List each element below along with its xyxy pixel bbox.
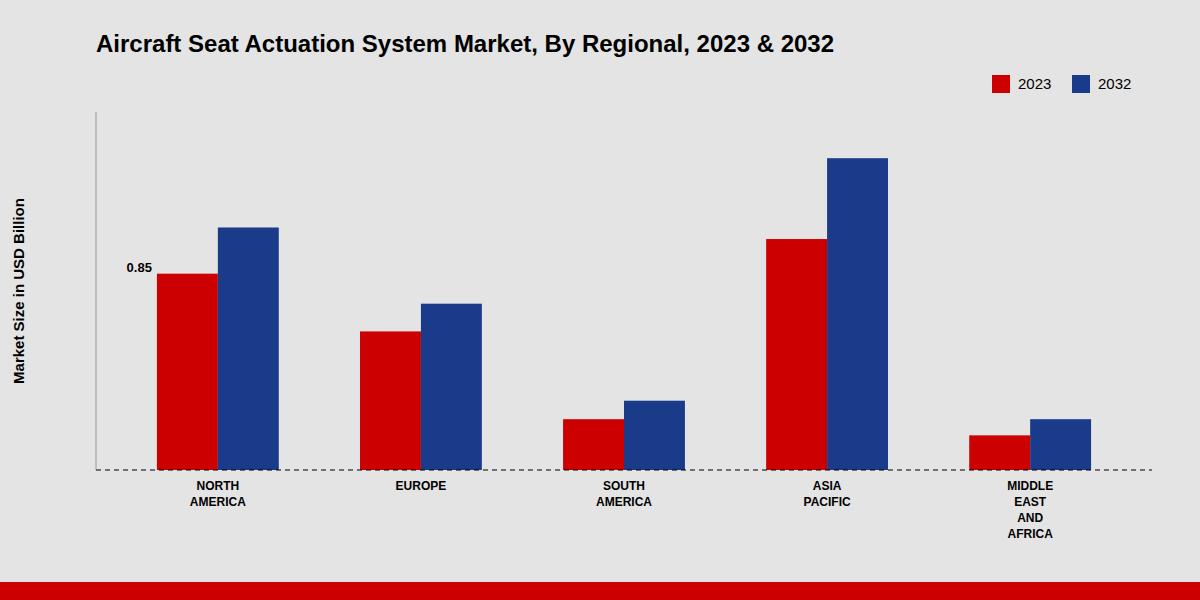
bar <box>563 419 624 470</box>
x-tick-line: SOUTH <box>603 479 645 493</box>
y-axis-label: Market Size in USD Billion <box>10 198 27 384</box>
x-tick-line: PACIFIC <box>804 495 851 509</box>
bar <box>827 158 888 470</box>
x-tick-line: EUROPE <box>396 479 447 493</box>
annotation: 0.85 <box>127 260 152 275</box>
x-tick-line: AFRICA <box>1007 527 1053 541</box>
x-tick-line: NORTH <box>197 479 240 493</box>
background <box>0 0 1200 600</box>
legend: 2023 2032 <box>992 75 1131 93</box>
x-tick-line: AND <box>1017 511 1043 525</box>
legend-label: 2023 <box>1018 75 1051 92</box>
bar <box>766 239 827 470</box>
baseline <box>96 469 1152 470</box>
bars <box>157 158 1091 470</box>
bar <box>1030 419 1091 470</box>
chart: NORTH AMERICA EUROPE SOUTH AMERICA ASIA PACIFI… <box>0 0 1200 600</box>
bar <box>624 401 685 470</box>
x-tick-line: ASIA <box>813 479 842 493</box>
x-tick-label: MIDDLE EAST AND AFRICA <box>1007 479 1053 541</box>
x-tick-line: MIDDLE <box>1007 479 1053 493</box>
legend-swatch <box>992 75 1010 93</box>
x-tick-line: AMERICA <box>190 495 246 509</box>
x-tick-line: EAST <box>1014 495 1047 509</box>
bar <box>421 304 482 470</box>
legend-label: 2032 <box>1098 75 1131 92</box>
bar <box>218 227 279 470</box>
y-axis-line <box>96 112 97 470</box>
x-tick-label: NORTH AMERICA <box>190 479 246 509</box>
x-tick-label: EUROPE <box>396 479 447 493</box>
title: Aircraft Seat Actuation System Market, B… <box>96 30 834 57</box>
bar <box>360 331 421 470</box>
legend-swatch <box>1072 75 1090 93</box>
bar <box>157 274 218 470</box>
bar <box>969 435 1030 470</box>
x-tick-label: SOUTH AMERICA <box>596 479 652 509</box>
x-tick-line: AMERICA <box>596 495 652 509</box>
x-tick-label: ASIA PACIFIC <box>804 479 851 509</box>
bottom-strip <box>0 582 1200 600</box>
